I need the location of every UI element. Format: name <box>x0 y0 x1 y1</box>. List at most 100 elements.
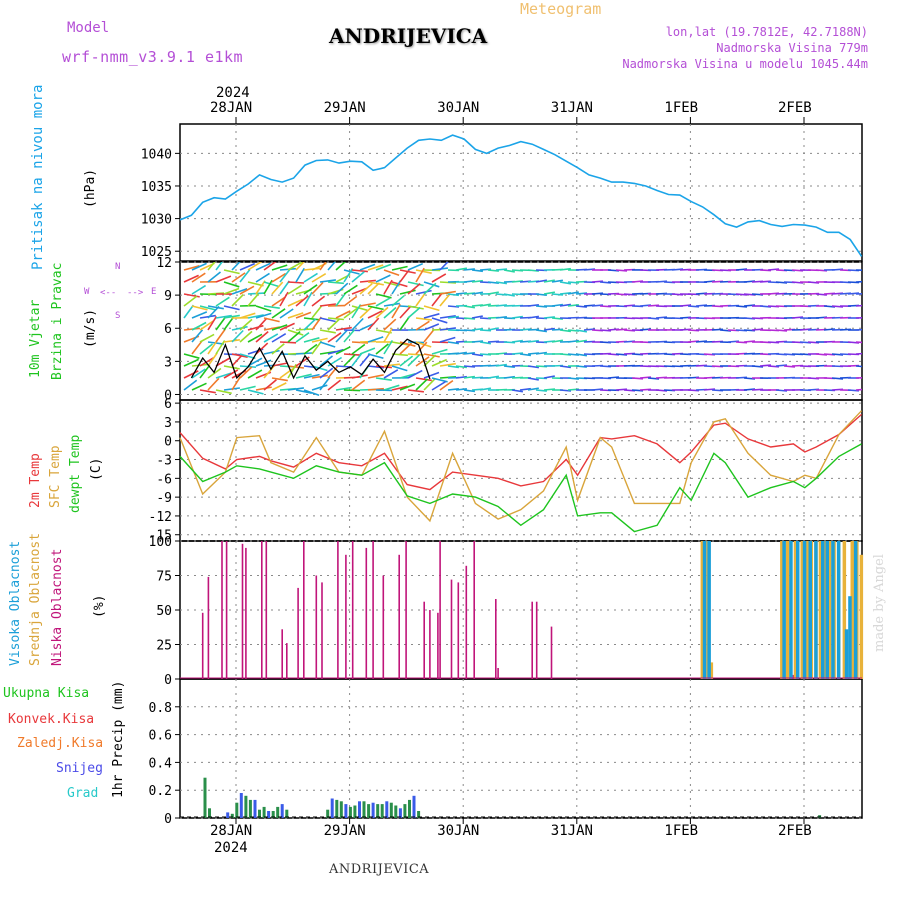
wind-arrow <box>415 267 425 283</box>
wind-arrow <box>567 339 579 343</box>
wind-arrow <box>223 305 240 311</box>
precip-bar <box>239 793 243 818</box>
wind-arrow <box>519 353 532 357</box>
top-date-label: 28JAN <box>210 100 253 116</box>
wind-arrow <box>575 353 588 357</box>
mid-cloud-bar <box>785 541 790 679</box>
wind-arrow <box>455 365 468 369</box>
ytick-label-wind: 6 <box>164 322 172 337</box>
wind-arrow <box>615 353 628 356</box>
precip-bar <box>417 811 421 818</box>
wind-arrow <box>207 340 218 355</box>
low-cloud-bar <box>457 582 460 679</box>
bottom-date-label: 1FEB <box>664 823 699 839</box>
wind-arrow <box>511 352 524 355</box>
wind-arrow <box>239 353 256 360</box>
wind-arrow <box>271 382 287 391</box>
low-cloud-bar <box>792 674 795 679</box>
wind-arrow <box>791 281 804 284</box>
wind-arrow <box>183 265 200 271</box>
wind-arrow <box>335 262 347 271</box>
precip-bar <box>330 798 334 818</box>
wind-arrow <box>463 352 475 355</box>
precip-bar <box>267 811 271 818</box>
wind-arrow <box>359 279 376 283</box>
wind-arrow <box>343 354 356 367</box>
wind-arrow <box>399 341 416 347</box>
wind-arrow <box>287 262 303 271</box>
wind-arrow <box>215 389 232 395</box>
low-cloud-bar <box>265 541 268 679</box>
wind-arrow <box>191 284 207 295</box>
wind-arrow <box>239 385 256 391</box>
wind-arrow <box>271 281 284 295</box>
low-cloud-bar <box>201 612 204 679</box>
wind-arrow <box>247 333 263 343</box>
wind-key-letter: E <box>151 287 157 297</box>
wind-arrow <box>367 264 384 271</box>
wind-arrow <box>375 306 389 319</box>
wind-arrow <box>335 346 351 355</box>
wind-arrow <box>391 341 408 346</box>
mid-cloud-bar <box>818 541 823 679</box>
ytick-label-temperature: 6 <box>164 397 172 412</box>
wind-arrow <box>239 312 256 319</box>
wind-arrow <box>263 279 273 295</box>
wind-arrow <box>527 365 540 369</box>
wind-arrow <box>559 281 572 285</box>
wind-arrow <box>767 268 780 271</box>
wind-arrow <box>423 281 440 288</box>
panel-frame-pressure <box>179 123 863 262</box>
wind-arrow <box>311 340 323 355</box>
wind-arrow <box>255 330 269 343</box>
high-cloud-bar <box>831 541 835 679</box>
wind-arrow <box>383 327 393 343</box>
high-cloud-bar <box>789 541 793 679</box>
wind-arrow <box>247 293 260 307</box>
wind-arrow <box>471 353 484 357</box>
ytick-label-precipitation: 0.8 <box>149 701 172 716</box>
wind-arrow <box>439 379 454 391</box>
precip-bar <box>339 801 343 818</box>
wind-key-letter: S <box>115 311 121 321</box>
low-cloud-bar <box>297 587 299 679</box>
wind-arrow <box>527 339 539 343</box>
ytick-label-precipitation: 0.2 <box>149 784 172 799</box>
wind-arrow <box>351 341 369 344</box>
wind-arrow <box>439 362 456 367</box>
wind-arrow <box>447 388 459 391</box>
precip-bar <box>244 795 248 818</box>
wind-arrow <box>207 262 216 271</box>
low-cloud-bar <box>337 541 339 679</box>
high-cloud-bar <box>836 541 841 679</box>
wind-arrow <box>455 351 468 355</box>
wind-arrow <box>647 377 660 380</box>
low-cloud-bar <box>437 612 439 679</box>
wind-arrow <box>535 279 548 283</box>
wind-arrow <box>479 303 491 307</box>
wind-arrow <box>703 388 716 391</box>
wind-arrow <box>423 329 435 343</box>
mid-cloud-bar <box>709 662 714 679</box>
precip-bar <box>203 777 207 818</box>
precip-bar <box>403 804 407 818</box>
top-date-label: 31JAN <box>550 100 593 116</box>
precip-bar <box>353 805 357 818</box>
wind-arrow <box>495 352 508 355</box>
wind-arrow <box>343 295 358 307</box>
wind-arrow <box>855 388 862 391</box>
wind-arrow <box>359 283 373 295</box>
ytick-label-cloud: 50 <box>156 604 172 619</box>
wind-arrow <box>303 284 318 295</box>
wind-arrow <box>367 282 380 295</box>
wind-arrow <box>335 282 349 295</box>
wind-arrow <box>351 269 368 273</box>
wind-arrow <box>239 366 253 379</box>
wind-arrow <box>303 272 318 283</box>
wind-arrow <box>391 303 401 319</box>
low-cloud-bar <box>365 547 368 679</box>
low-cloud-bar <box>531 601 533 679</box>
precip-bar <box>262 806 266 818</box>
wind-arrow <box>271 264 288 271</box>
